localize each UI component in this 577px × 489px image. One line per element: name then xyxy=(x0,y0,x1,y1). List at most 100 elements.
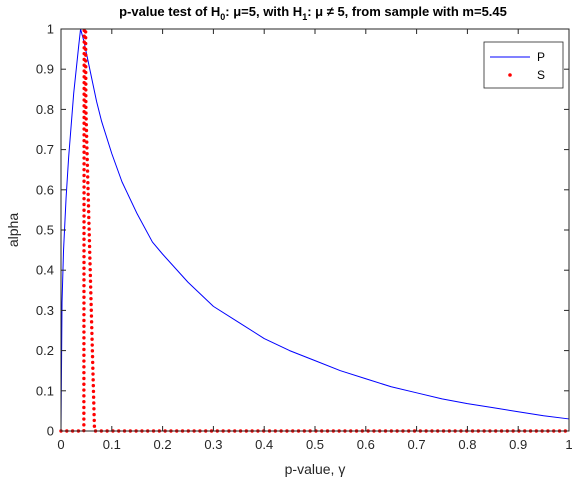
y-tick-label: 0.6 xyxy=(36,182,54,197)
series-s-point xyxy=(88,273,93,278)
series-s-point xyxy=(88,262,92,266)
series-s-point xyxy=(82,196,86,201)
series-s-point xyxy=(82,301,86,305)
series-s-point xyxy=(88,256,92,260)
x-ticks: 0 0.1 0.2 0.3 0.4 0.5 0.6 0.7 0.8 0.9 1 xyxy=(57,29,573,452)
plot-area xyxy=(61,29,569,431)
series-s-point xyxy=(82,376,86,381)
series-s-point xyxy=(89,308,93,312)
series-s-point xyxy=(90,325,94,330)
series-s-point xyxy=(84,65,88,69)
series-s-point xyxy=(82,307,86,311)
series-s-point xyxy=(82,272,86,276)
y-tick-label: 0.7 xyxy=(36,142,54,157)
series-s-point xyxy=(85,152,89,156)
y-axis-label: alpha xyxy=(5,213,21,247)
x-tick-label: 0.8 xyxy=(458,437,476,452)
x-tick-label: 0.9 xyxy=(509,437,527,452)
series-s-point xyxy=(84,111,88,115)
series-s-point xyxy=(87,227,91,231)
series-s-point xyxy=(88,250,92,254)
x-tick-label: 0.4 xyxy=(255,437,273,452)
series-s-point xyxy=(82,167,86,172)
y-tick-label: 0.4 xyxy=(36,263,54,278)
series-s-point xyxy=(92,424,97,428)
series-s-point xyxy=(91,395,96,399)
series-s-point xyxy=(82,214,86,218)
series-s-point xyxy=(86,198,91,202)
series-s-point xyxy=(86,209,91,214)
chart-title: p-value test of H0: μ=5, with H1: μ ≠ 5,… xyxy=(119,4,507,22)
series-s-point xyxy=(89,320,94,324)
series-s-point xyxy=(82,150,86,154)
series-s-point xyxy=(88,279,93,283)
legend-box xyxy=(483,41,564,89)
series-s-point xyxy=(82,283,86,288)
series-s-point xyxy=(85,157,89,162)
series-s-point xyxy=(82,353,86,357)
legend-swatch-s xyxy=(508,73,512,77)
series-s-point xyxy=(82,162,86,166)
title-subscript-1: 1 xyxy=(302,12,307,22)
x-axis-label: p-value, γ xyxy=(285,461,346,477)
series-s-point xyxy=(84,76,88,81)
series-s-point xyxy=(82,295,86,299)
series-s-point xyxy=(82,243,86,247)
series-s-point xyxy=(82,405,86,410)
series-s-point xyxy=(82,341,86,346)
y-tick-label: 0.3 xyxy=(36,303,54,318)
series-s-point xyxy=(92,412,96,417)
series-s-point xyxy=(83,41,88,46)
series-s-point xyxy=(84,82,88,86)
series-s-point xyxy=(92,401,96,405)
series-s-point xyxy=(86,186,90,191)
series-s-point xyxy=(82,312,86,317)
series-s-point xyxy=(84,123,89,127)
series-s-point xyxy=(90,331,94,336)
series-s-point xyxy=(82,231,86,236)
x-tick-label: 0.7 xyxy=(408,437,426,452)
series-s-point xyxy=(91,372,95,376)
series-p-line xyxy=(60,28,570,432)
series-s-point xyxy=(92,407,96,411)
series-s-point xyxy=(84,88,88,92)
series-s-point xyxy=(90,354,95,359)
series-s-point xyxy=(82,254,86,259)
y-tick-label: 0.1 xyxy=(36,383,54,398)
y-tick-label: 0.5 xyxy=(36,223,54,238)
series-s-point xyxy=(89,296,93,301)
series-s-point xyxy=(82,411,86,415)
series-s-point xyxy=(91,378,95,382)
svg-text:p-value test of H0: μ=5, with: p-value test of H0: μ=5, with H1: μ ≠ 5,… xyxy=(119,4,507,22)
title-part-3: : μ ≠ 5, from sample with m=5.45 xyxy=(307,4,507,19)
series-s-point xyxy=(82,260,86,265)
series-s-point xyxy=(83,36,88,40)
series-s-point xyxy=(82,382,86,386)
title-subscript-0: 0 xyxy=(220,12,225,22)
series-s-point xyxy=(84,105,88,110)
series-s-point xyxy=(85,169,90,173)
series-s-point xyxy=(84,134,89,139)
series-s-point xyxy=(82,179,86,183)
series-s-point xyxy=(83,30,88,34)
series-s-point xyxy=(84,59,88,63)
series-s-point xyxy=(82,138,86,143)
x-tick-label: 0 xyxy=(57,437,64,452)
x-tick-label: 0.6 xyxy=(357,437,375,452)
series-s-point xyxy=(82,202,86,207)
series-s-point xyxy=(87,244,92,249)
series-s-point xyxy=(82,330,86,334)
series-s-point xyxy=(82,318,86,323)
series-s-point xyxy=(85,163,90,167)
series-s-point xyxy=(85,140,89,144)
series-s-point xyxy=(82,173,86,178)
series-s-point xyxy=(84,128,89,133)
series-s-point xyxy=(91,383,96,388)
series-s-point xyxy=(82,144,86,149)
series-s-point xyxy=(82,365,86,369)
series-s-point xyxy=(82,289,86,294)
series-s-point xyxy=(82,278,86,282)
series-s-point xyxy=(82,370,86,375)
x-tick-label: 0.2 xyxy=(154,437,172,452)
